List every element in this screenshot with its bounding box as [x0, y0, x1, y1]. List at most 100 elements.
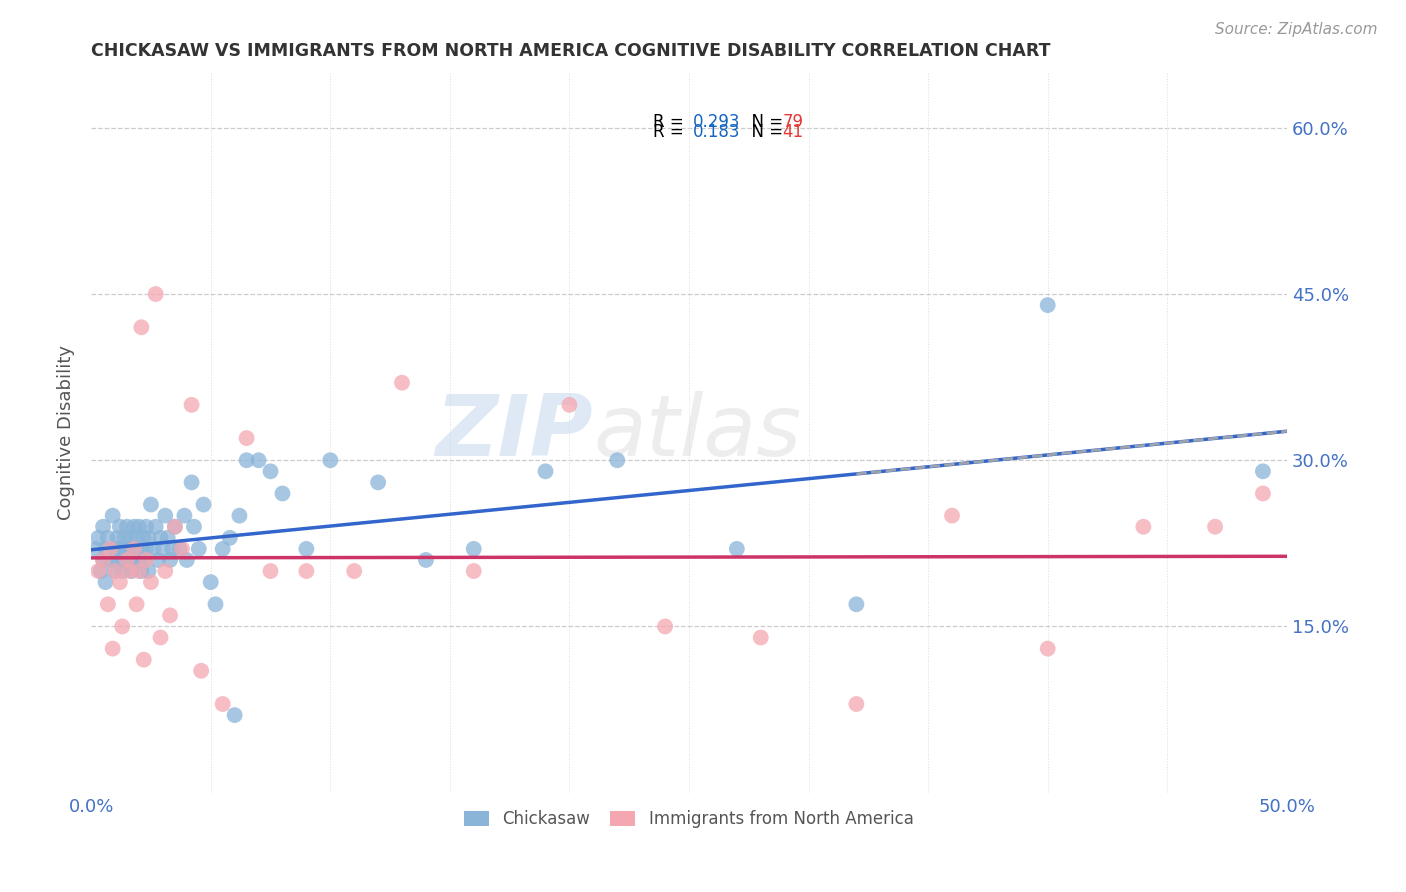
- Text: atlas: atlas: [593, 391, 801, 474]
- Point: [224, 708, 246, 723]
- Point: [118, 553, 141, 567]
- Point: [247, 453, 270, 467]
- Point: [391, 376, 413, 390]
- Point: [654, 619, 676, 633]
- Point: [87, 531, 110, 545]
- Point: [104, 564, 127, 578]
- Text: 41: 41: [783, 123, 804, 141]
- Point: [142, 541, 165, 556]
- Point: [122, 541, 145, 556]
- Point: [111, 564, 134, 578]
- Point: [91, 553, 114, 567]
- Point: [118, 531, 141, 545]
- Point: [139, 498, 162, 512]
- Point: [534, 464, 557, 478]
- Point: [131, 320, 153, 334]
- Point: [138, 531, 160, 545]
- Point: [121, 541, 143, 556]
- Point: [211, 541, 233, 556]
- Point: [135, 541, 157, 556]
- Point: [94, 575, 117, 590]
- Point: [131, 564, 153, 578]
- Point: [132, 531, 155, 545]
- Point: [91, 519, 114, 533]
- Point: [845, 697, 868, 711]
- Point: [87, 564, 110, 578]
- Point: [845, 597, 868, 611]
- Point: [115, 519, 138, 533]
- Point: [97, 597, 120, 611]
- Text: 0.293: 0.293: [693, 113, 740, 131]
- Point: [259, 564, 281, 578]
- Point: [271, 486, 294, 500]
- Point: [101, 641, 124, 656]
- Point: [108, 575, 131, 590]
- Point: [132, 553, 155, 567]
- Point: [91, 553, 114, 567]
- Point: [94, 541, 117, 556]
- Point: [121, 564, 143, 578]
- Point: [1251, 464, 1274, 478]
- Point: [259, 464, 281, 478]
- Point: [135, 553, 157, 567]
- Point: [135, 519, 157, 533]
- Point: [155, 508, 177, 523]
- Point: [1204, 519, 1226, 533]
- Point: [84, 541, 107, 556]
- Point: [97, 531, 120, 545]
- Point: [1036, 641, 1059, 656]
- Point: [156, 531, 179, 545]
- Point: [725, 541, 748, 556]
- Point: [111, 541, 134, 556]
- Point: [163, 519, 186, 533]
- Point: [200, 575, 222, 590]
- Point: [343, 564, 366, 578]
- Point: [104, 564, 127, 578]
- Text: CHICKASAW VS IMMIGRANTS FROM NORTH AMERICA COGNITIVE DISABILITY CORRELATION CHAR: CHICKASAW VS IMMIGRANTS FROM NORTH AMERI…: [91, 42, 1050, 60]
- Legend: Chickasaw, Immigrants from North America: Chickasaw, Immigrants from North America: [457, 804, 921, 835]
- Point: [159, 553, 181, 567]
- Point: [98, 553, 121, 567]
- Point: [170, 541, 193, 556]
- Point: [152, 541, 174, 556]
- Point: [183, 519, 205, 533]
- Point: [180, 475, 202, 490]
- Y-axis label: Cognitive Disability: Cognitive Disability: [58, 345, 75, 520]
- Point: [108, 519, 131, 533]
- Point: [125, 541, 148, 556]
- Point: [558, 398, 581, 412]
- Point: [155, 564, 177, 578]
- Point: [128, 564, 150, 578]
- Point: [295, 564, 318, 578]
- Point: [193, 498, 215, 512]
- Point: [146, 553, 169, 567]
- Point: [115, 553, 138, 567]
- Point: [114, 553, 136, 567]
- Point: [159, 608, 181, 623]
- Point: [463, 541, 485, 556]
- Text: N =: N =: [741, 123, 787, 141]
- Point: [107, 531, 129, 545]
- Text: Source: ZipAtlas.com: Source: ZipAtlas.com: [1215, 22, 1378, 37]
- Point: [122, 553, 145, 567]
- Point: [187, 541, 209, 556]
- Point: [128, 519, 150, 533]
- Point: [415, 553, 437, 567]
- Point: [190, 664, 212, 678]
- Point: [749, 631, 772, 645]
- Point: [111, 619, 134, 633]
- Point: [228, 508, 250, 523]
- Point: [211, 697, 233, 711]
- Point: [180, 398, 202, 412]
- Text: 0.183: 0.183: [693, 123, 740, 141]
- Text: ZIP: ZIP: [436, 391, 593, 474]
- Point: [125, 597, 148, 611]
- Point: [173, 508, 195, 523]
- Point: [162, 541, 184, 556]
- Point: [606, 453, 628, 467]
- Point: [114, 531, 136, 545]
- Point: [235, 431, 257, 445]
- Point: [204, 597, 226, 611]
- Text: R =: R =: [654, 123, 689, 141]
- Point: [122, 519, 145, 533]
